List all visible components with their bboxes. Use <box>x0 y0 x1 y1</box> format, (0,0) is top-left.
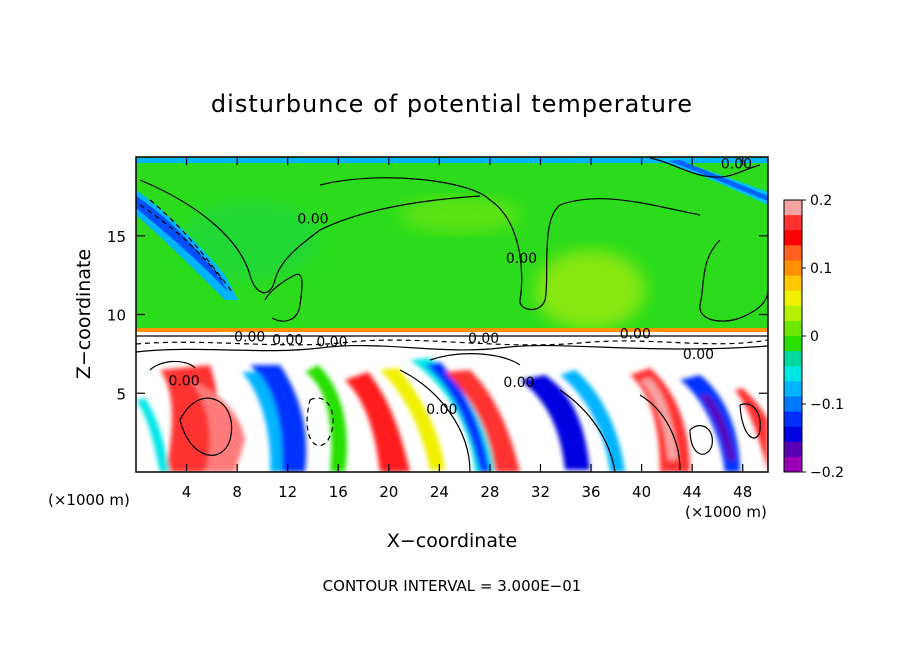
x-tick-label: 20 <box>379 483 398 501</box>
contour-value-label: 0.00 <box>426 402 457 418</box>
colorbar-swatch <box>784 426 802 443</box>
plot-area: 0.00 0.00 0.00 0.00 0.00 0.00 0.00 0.00 0.00 0.00… <box>136 156 768 472</box>
colorbar-tick-label: 0.2 <box>810 193 832 209</box>
x-axis-label: X−coordinate <box>387 530 517 552</box>
colorbar-swatch <box>784 215 802 231</box>
contour-solid <box>699 239 768 322</box>
contour-solid <box>399 369 681 472</box>
colorbar-swatch <box>784 275 802 292</box>
inversion-band <box>136 328 768 332</box>
colorbar-swatch <box>784 396 802 413</box>
x-tick-label: 16 <box>329 483 348 501</box>
contour-lines <box>136 157 768 472</box>
contour-value-label: 0.00 <box>468 331 499 347</box>
colorbar-swatch <box>784 245 802 261</box>
contour-solid <box>649 157 761 178</box>
colorbar-swatch <box>784 366 802 382</box>
contour-solid <box>689 425 713 455</box>
colorbar-swatch <box>784 230 802 246</box>
contour-interval-note: CONTOUR INTERVAL = 3.000E−01 <box>323 577 582 595</box>
colorbar-swatch <box>784 200 802 216</box>
y-tick-label: 5 <box>116 385 126 403</box>
contour-value-label: 0.00 <box>503 375 534 391</box>
x-tick-label: 36 <box>581 483 600 501</box>
x-unit-right: (×1000 m) <box>685 503 767 521</box>
contour-value-label: 0.00 <box>297 211 328 227</box>
x-tick-layer: 4 8 12 16 20 24 28 32 36 40 44 48 <box>182 157 752 501</box>
contour-value-label: 0.00 <box>506 251 537 267</box>
contour-value-label: 0.00 <box>316 334 347 350</box>
contour-value-label: 0.00 <box>234 330 265 346</box>
x-unit-left: (×1000 m) <box>48 491 130 509</box>
x-tick-label: 4 <box>182 483 192 501</box>
cold-streak-left-core <box>136 196 228 292</box>
y-axis-label: Z−coordinate <box>73 249 95 379</box>
contour-value-label: 0.00 <box>721 156 752 172</box>
contour-label-layer: 0.00 0.00 0.00 0.00 0.00 0.00 0.00 0.00 0.00 0.00… <box>168 156 752 418</box>
convective-cells <box>136 358 768 472</box>
contour-value-label: 0.00 <box>168 374 199 390</box>
colorbar-swatch <box>784 290 802 307</box>
contour-value-label: 0.00 <box>620 326 651 342</box>
colorbar-swatch <box>784 441 802 458</box>
chart-title: disturbunce of potential temperature <box>211 90 693 118</box>
colorbar-swatch <box>784 381 802 397</box>
colorbar-swatch <box>784 351 802 367</box>
colorbar-swatch <box>784 336 802 352</box>
x-tick-label: 48 <box>733 483 752 501</box>
cold-streak-top <box>136 158 768 163</box>
x-tick-label: 44 <box>683 483 702 501</box>
x-tick-label: 28 <box>480 483 499 501</box>
contour-dashed <box>306 397 334 447</box>
x-tick-label: 32 <box>531 483 550 501</box>
colorbar-swatch <box>784 411 802 428</box>
contour-dashed <box>136 339 768 346</box>
colorbar-swatch <box>784 305 802 322</box>
upper-warm-patch <box>535 250 645 330</box>
colorbar-swatch <box>784 320 802 337</box>
y-tick-layer: 5 10 15 <box>107 228 768 403</box>
x-tick-label: 24 <box>430 483 449 501</box>
x-tick-label: 12 <box>278 483 297 501</box>
contour-solid <box>179 397 233 456</box>
contour-dashed <box>139 199 233 293</box>
colorbar-tick-label: 0.1 <box>810 261 832 277</box>
contour-solid <box>149 353 521 371</box>
colorbar-swatch <box>784 260 802 277</box>
y-tick-label: 15 <box>107 228 126 246</box>
x-tick-label: 40 <box>632 483 651 501</box>
contour-solid <box>319 177 701 310</box>
contour-solid <box>739 403 761 439</box>
colorbar-swatch <box>784 456 802 473</box>
colorbar-tick-label: 0 <box>810 329 819 345</box>
contour-solid <box>264 273 303 322</box>
contour-value-label: 0.00 <box>272 333 303 349</box>
contour-value-label: 0.00 <box>683 347 714 363</box>
contour-solid <box>136 335 768 353</box>
y-tick-label: 10 <box>107 307 126 325</box>
cold-streak-right-core <box>668 160 768 201</box>
colorbar: 0.2 0.1 0 −0.1 −0.2 <box>783 193 844 481</box>
colorbar-tick-label: −0.2 <box>810 465 844 481</box>
x-tick-label: 8 <box>232 483 242 501</box>
contour-solid <box>139 179 481 294</box>
colorbar-tick-label: −0.1 <box>810 397 844 413</box>
upper-warm-patch-2 <box>400 197 520 233</box>
